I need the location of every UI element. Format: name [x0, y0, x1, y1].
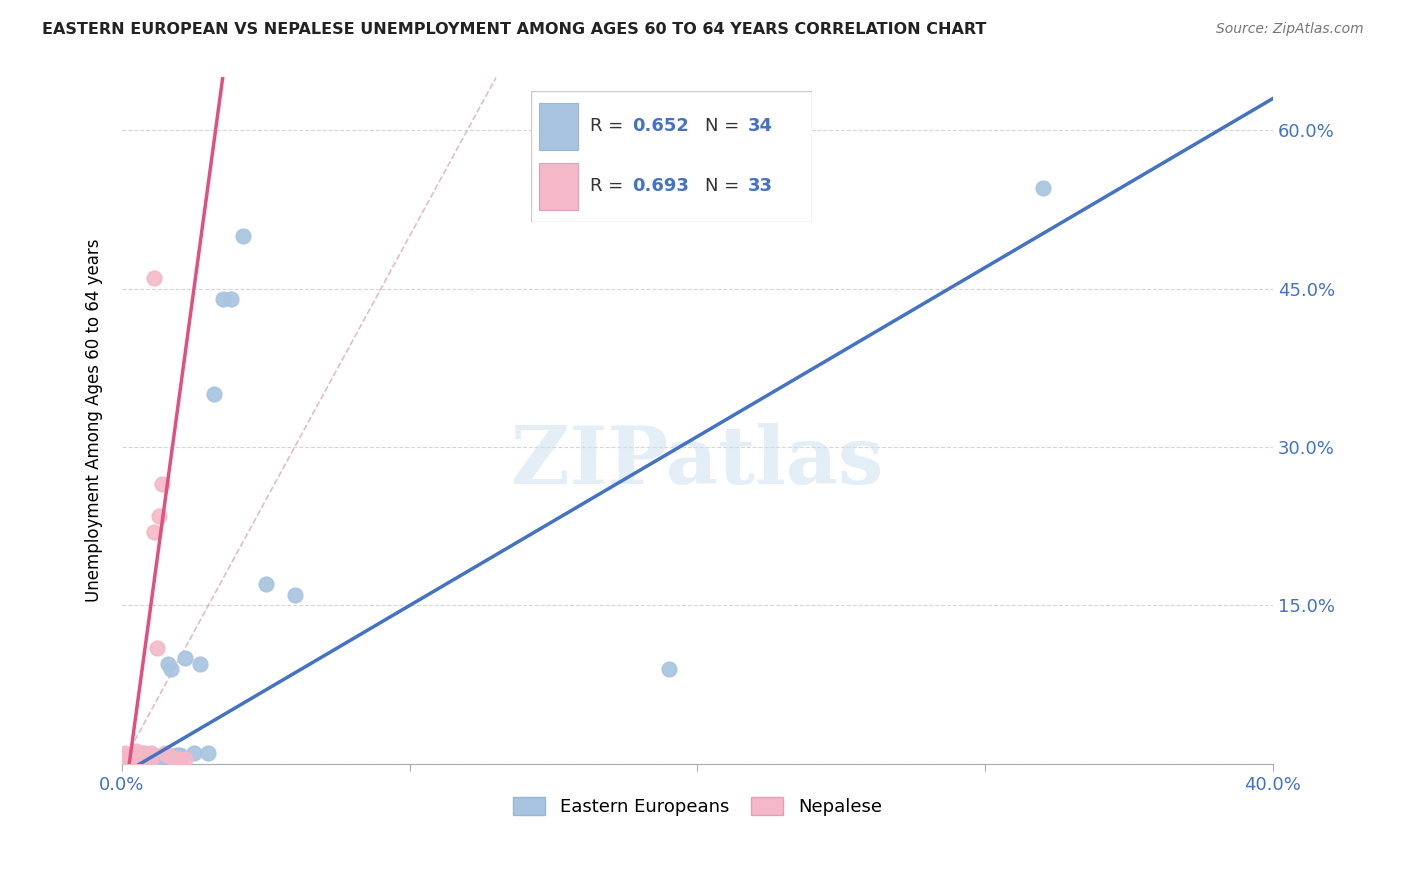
Point	[122, 750, 145, 764]
Point	[174, 651, 197, 665]
Point	[134, 750, 156, 764]
Point	[114, 751, 136, 765]
Point	[117, 753, 139, 767]
Point	[120, 753, 142, 767]
Point	[125, 753, 148, 767]
Point	[114, 746, 136, 760]
Point	[153, 749, 176, 764]
Point	[122, 748, 145, 763]
Point	[136, 751, 159, 765]
Point	[122, 751, 145, 765]
Point	[125, 748, 148, 763]
Point	[139, 746, 162, 760]
Point	[134, 750, 156, 764]
Point	[139, 750, 162, 764]
Point	[139, 751, 162, 765]
Point	[188, 657, 211, 671]
Point	[658, 662, 681, 676]
Point	[150, 477, 173, 491]
Point	[145, 750, 167, 764]
Point	[142, 524, 165, 539]
Point	[169, 748, 191, 763]
Point	[160, 750, 183, 764]
Point	[1032, 181, 1054, 195]
Point	[157, 657, 180, 671]
Legend: Eastern Europeans, Nepalese: Eastern Europeans, Nepalese	[506, 790, 889, 823]
Point	[232, 228, 254, 243]
Point	[120, 751, 142, 765]
Point	[157, 748, 180, 763]
Point	[125, 753, 148, 767]
Point	[197, 746, 219, 760]
Point	[128, 748, 150, 763]
Point	[134, 746, 156, 760]
Point	[166, 751, 188, 765]
Point	[136, 751, 159, 765]
Point	[174, 751, 197, 765]
Point	[131, 751, 153, 765]
Point	[128, 751, 150, 765]
Point	[142, 749, 165, 764]
Point	[221, 292, 243, 306]
Point	[166, 748, 188, 763]
Point	[120, 749, 142, 764]
Point	[142, 271, 165, 285]
Point	[211, 292, 233, 306]
Point	[117, 751, 139, 765]
Point	[202, 387, 225, 401]
Point	[136, 747, 159, 762]
Text: EASTERN EUROPEAN VS NEPALESE UNEMPLOYMENT AMONG AGES 60 TO 64 YEARS CORRELATION : EASTERN EUROPEAN VS NEPALESE UNEMPLOYMEN…	[42, 22, 987, 37]
Point	[131, 746, 153, 760]
Y-axis label: Unemployment Among Ages 60 to 64 years: Unemployment Among Ages 60 to 64 years	[86, 239, 103, 602]
Point	[254, 577, 277, 591]
Point	[114, 751, 136, 765]
Point	[125, 744, 148, 758]
Point	[284, 588, 307, 602]
Point	[183, 746, 205, 760]
Point	[163, 749, 186, 764]
Point	[131, 751, 153, 765]
Point	[163, 751, 186, 765]
Point	[145, 640, 167, 655]
Point	[169, 751, 191, 765]
Text: Source: ZipAtlas.com: Source: ZipAtlas.com	[1216, 22, 1364, 37]
Point	[148, 508, 170, 523]
Point	[148, 749, 170, 764]
Point	[160, 662, 183, 676]
Point	[117, 748, 139, 763]
Point	[117, 750, 139, 764]
Point	[153, 746, 176, 760]
Text: ZIPatlas: ZIPatlas	[512, 423, 883, 500]
Point	[128, 751, 150, 765]
Point	[150, 749, 173, 764]
Point	[125, 749, 148, 764]
